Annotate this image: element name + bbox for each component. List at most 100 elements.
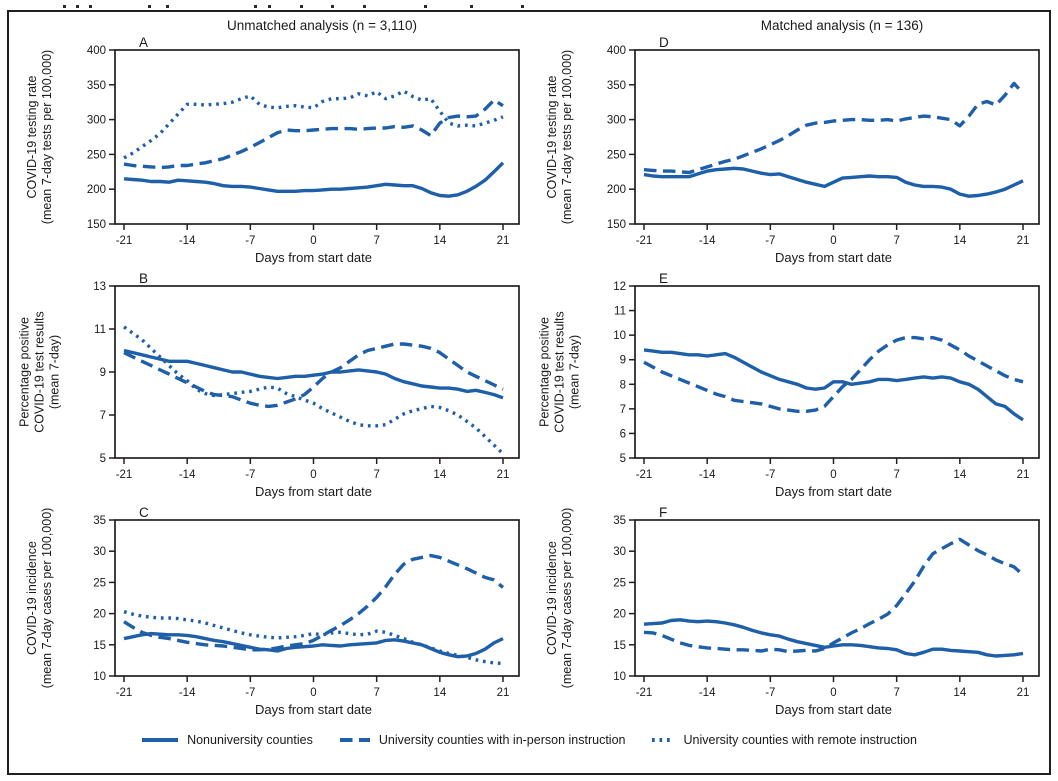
- svg-text:0: 0: [830, 235, 836, 247]
- panel-E-x-axis-title: Days from start date: [775, 484, 892, 499]
- panel-A-x-axis-title: Days from start date: [255, 250, 372, 265]
- svg-text:5: 5: [620, 453, 626, 465]
- svg-text:21: 21: [1017, 469, 1030, 481]
- svg-text:400: 400: [87, 45, 106, 57]
- svg-text:-21: -21: [636, 235, 653, 247]
- panel-A-series-dotted: [123, 89, 504, 160]
- panel-B-series-dotted: [123, 325, 505, 455]
- panel-E-plot: E 5 6 7 8 9 10 11 12 -21 -14 -7 0 7 14 21 Days from star…: [613, 272, 1040, 499]
- svg-text:-14: -14: [699, 687, 716, 699]
- panel-D: COVID-19 testing rate (mean 7-day tests p…: [529, 36, 1049, 270]
- panel-F-series-dashed: [643, 537, 1025, 654]
- panel-letter-D: D: [659, 36, 669, 50]
- svg-text:200: 200: [87, 184, 106, 196]
- svg-text:-7: -7: [765, 235, 775, 247]
- panel-letter-B: B: [139, 272, 148, 286]
- panel-F-plot: F 10 15 20 25 30 35 -21 -14 -7 0 7 14 21 Days from sta…: [613, 506, 1040, 717]
- column-header-unmatched: Unmatched analysis (n = 3,110): [227, 18, 417, 33]
- panel-C-y-axis-title: COVID-19 incidence (mean 7-day cases per …: [25, 507, 54, 689]
- svg-text:21: 21: [497, 235, 510, 247]
- svg-text:7: 7: [373, 235, 379, 247]
- svg-text:20: 20: [613, 609, 626, 621]
- svg-text:20: 20: [93, 609, 106, 621]
- panel-A: COVID-19 testing rate (mean 7-day tests p…: [9, 36, 529, 270]
- svg-text:350: 350: [87, 80, 106, 92]
- legend-label: University counties with in-person instr…: [378, 733, 626, 747]
- svg-text:-14: -14: [699, 235, 716, 247]
- panel-D-series-dashed: [643, 81, 1025, 175]
- svg-text:-7: -7: [245, 235, 255, 247]
- svg-text:35: 35: [93, 515, 106, 527]
- svg-text:21: 21: [1017, 687, 1030, 699]
- svg-text:150: 150: [87, 219, 106, 231]
- panel-C-series-solid: [123, 631, 504, 659]
- panel-C: COVID-19 incidence (mean 7-day cases per …: [9, 506, 529, 722]
- panel-A-plot: A 150 200 250 300 350 400 -21 -14 -7 0 7 14 21 Days fr…: [87, 36, 520, 265]
- chart-legend: Nonuniversity counties University countie…: [9, 728, 1049, 752]
- svg-text:-14: -14: [179, 469, 196, 481]
- panel-letter-F: F: [659, 506, 667, 520]
- panel-letter-C: C: [139, 506, 149, 520]
- svg-text:13: 13: [93, 281, 106, 293]
- legend-item-dotted: University counties with remote instruct…: [651, 733, 917, 747]
- svg-text:30: 30: [93, 546, 106, 558]
- panel-letter-E: E: [659, 272, 668, 286]
- svg-text:350: 350: [607, 80, 626, 92]
- svg-text:25: 25: [93, 577, 106, 589]
- legend-label: Nonuniversity counties: [187, 733, 313, 747]
- svg-text:9: 9: [620, 355, 626, 367]
- svg-text:-14: -14: [179, 687, 196, 699]
- panel-E-series-solid: [643, 348, 1024, 422]
- panel-B-x-axis-title: Days from start date: [255, 484, 372, 499]
- panel-E-series-dashed: [643, 335, 1024, 414]
- svg-text:9: 9: [100, 367, 106, 379]
- column-unmatched: Unmatched analysis (n = 3,110) COVID-19 …: [9, 15, 529, 724]
- svg-text:7: 7: [373, 469, 379, 481]
- svg-text:0: 0: [310, 469, 316, 481]
- svg-text:5: 5: [100, 453, 106, 465]
- panel-C-plot: C 10 15 20 25 30 35 -21 -14 -7 0 7 14 21 Days from sta…: [93, 506, 520, 717]
- column-matched: Matched analysis (n = 136) COVID-19 test…: [529, 15, 1049, 724]
- svg-text:7: 7: [893, 469, 899, 481]
- panel-F-series-solid: [643, 618, 1024, 658]
- svg-text:-14: -14: [179, 235, 196, 247]
- cropped-caption-fragments: [0, 0, 1058, 8]
- column-header-matched: Matched analysis (n = 136): [760, 18, 924, 33]
- svg-text:300: 300: [87, 115, 106, 127]
- panel-B: Percentage positive COVID-19 test results…: [9, 272, 529, 504]
- svg-text:14: 14: [953, 687, 966, 699]
- svg-text:0: 0: [310, 687, 316, 699]
- svg-text:300: 300: [607, 115, 626, 127]
- panel-C-series-dashed: [123, 553, 505, 652]
- panel-B-series-solid: [123, 348, 504, 400]
- panel-D-plot: D 150 200 250 300 350 400 -21 -14 -7 0 7 14 21 Days fr…: [607, 36, 1040, 265]
- svg-text:21: 21: [1017, 235, 1030, 247]
- panel-B-y-axis-title: Percentage positive COVID-19 test results…: [17, 311, 62, 433]
- svg-text:-21: -21: [636, 687, 653, 699]
- legend-label: University counties with remote instruct…: [683, 733, 917, 747]
- svg-text:200: 200: [607, 184, 626, 196]
- svg-text:0: 0: [830, 469, 836, 481]
- svg-text:150: 150: [607, 219, 626, 231]
- dashed-line-sample-icon: [339, 738, 370, 742]
- svg-text:15: 15: [613, 640, 626, 652]
- svg-text:10: 10: [613, 671, 626, 683]
- svg-text:250: 250: [87, 149, 106, 161]
- svg-text:14: 14: [953, 469, 966, 481]
- svg-text:250: 250: [607, 149, 626, 161]
- svg-text:14: 14: [433, 469, 446, 481]
- svg-text:35: 35: [613, 515, 626, 527]
- svg-text:-21: -21: [116, 469, 133, 481]
- svg-text:11: 11: [614, 306, 626, 318]
- svg-text:8: 8: [620, 379, 626, 391]
- svg-text:14: 14: [433, 687, 446, 699]
- solid-line-sample-icon: [142, 738, 179, 742]
- panel-letter-A: A: [139, 36, 148, 50]
- svg-text:0: 0: [830, 687, 836, 699]
- panel-F: COVID-19 incidence (mean 7-day cases per …: [529, 506, 1049, 722]
- svg-text:-7: -7: [245, 687, 255, 699]
- legend-item-solid: Nonuniversity counties: [141, 733, 313, 747]
- panel-A-series-solid: [123, 161, 505, 198]
- panel-C-x-axis-title: Days from start date: [255, 702, 372, 717]
- panel-B-plot: B 5 7 9 11 13 -21 -14 -7 0 7 14 21 Days from start da…: [93, 272, 520, 499]
